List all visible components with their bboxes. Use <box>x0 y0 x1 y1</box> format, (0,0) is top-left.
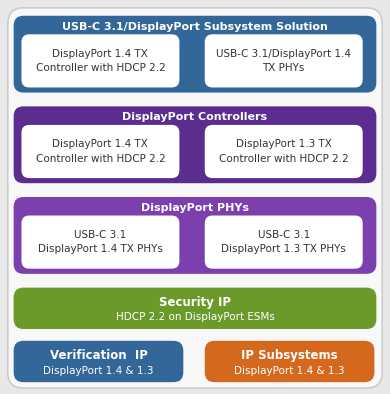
FancyBboxPatch shape <box>8 8 382 388</box>
Text: USB-C 3.1/DisplayPort 1.4
TX PHYs: USB-C 3.1/DisplayPort 1.4 TX PHYs <box>216 49 351 73</box>
Text: Verification  IP: Verification IP <box>50 349 147 362</box>
Text: USB-C 3.1
DisplayPort 1.3 TX PHYs: USB-C 3.1 DisplayPort 1.3 TX PHYs <box>221 230 346 254</box>
Text: USB-C 3.1
DisplayPort 1.4 TX PHYs: USB-C 3.1 DisplayPort 1.4 TX PHYs <box>38 230 163 254</box>
FancyBboxPatch shape <box>205 341 374 382</box>
FancyBboxPatch shape <box>14 197 376 274</box>
FancyBboxPatch shape <box>205 216 363 269</box>
FancyBboxPatch shape <box>21 34 179 87</box>
Text: IP Subsystems: IP Subsystems <box>241 349 338 362</box>
FancyBboxPatch shape <box>205 34 363 87</box>
FancyBboxPatch shape <box>21 216 179 269</box>
FancyBboxPatch shape <box>14 341 183 382</box>
Text: DisplayPort 1.4 & 1.3: DisplayPort 1.4 & 1.3 <box>43 366 154 375</box>
FancyBboxPatch shape <box>14 288 376 329</box>
Text: USB-C 3.1/DisplayPort Subsystem Solution: USB-C 3.1/DisplayPort Subsystem Solution <box>62 22 328 32</box>
Text: DisplayPort 1.3 TX
Controller with HDCP 2.2: DisplayPort 1.3 TX Controller with HDCP … <box>219 139 349 164</box>
FancyBboxPatch shape <box>21 125 179 178</box>
Text: DisplayPort 1.4 & 1.3: DisplayPort 1.4 & 1.3 <box>234 366 345 375</box>
Text: DisplayPort PHYs: DisplayPort PHYs <box>141 203 249 213</box>
Text: DisplayPort 1.4 TX
Controller with HDCP 2.2: DisplayPort 1.4 TX Controller with HDCP … <box>35 139 165 164</box>
Text: Security IP: Security IP <box>159 296 231 309</box>
Text: DisplayPort 1.4 TX
Controller with HDCP 2.2: DisplayPort 1.4 TX Controller with HDCP … <box>35 49 165 73</box>
FancyBboxPatch shape <box>205 125 363 178</box>
FancyBboxPatch shape <box>14 106 376 183</box>
Text: HDCP 2.2 on DisplayPort ESMs: HDCP 2.2 on DisplayPort ESMs <box>115 312 275 322</box>
Text: DisplayPort Controllers: DisplayPort Controllers <box>122 112 268 123</box>
FancyBboxPatch shape <box>14 16 376 93</box>
